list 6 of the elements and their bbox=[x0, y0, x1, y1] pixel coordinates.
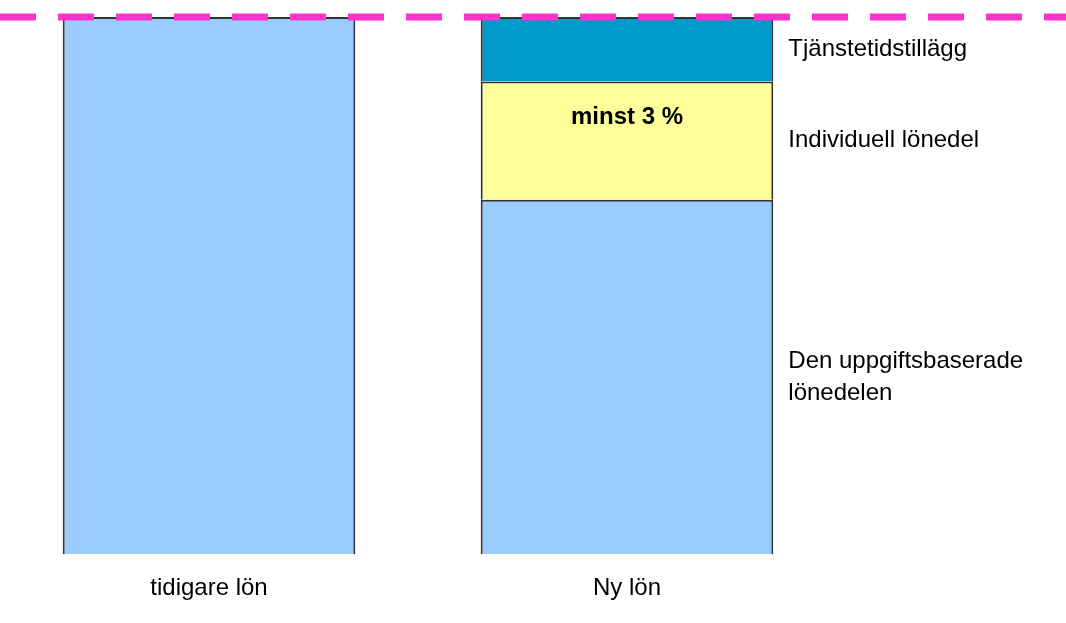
annotation: minst 3 % bbox=[570, 101, 684, 129]
series-label: Individuell lönedel bbox=[788, 125, 980, 153]
x-tick-label: tidigare lön bbox=[150, 573, 268, 601]
series-label: Den uppgiftsbaserade lönedelen bbox=[788, 345, 1024, 405]
series-label: Tjänstetidstillägg bbox=[788, 33, 968, 61]
x-tick-label: Ny lön bbox=[592, 573, 662, 601]
